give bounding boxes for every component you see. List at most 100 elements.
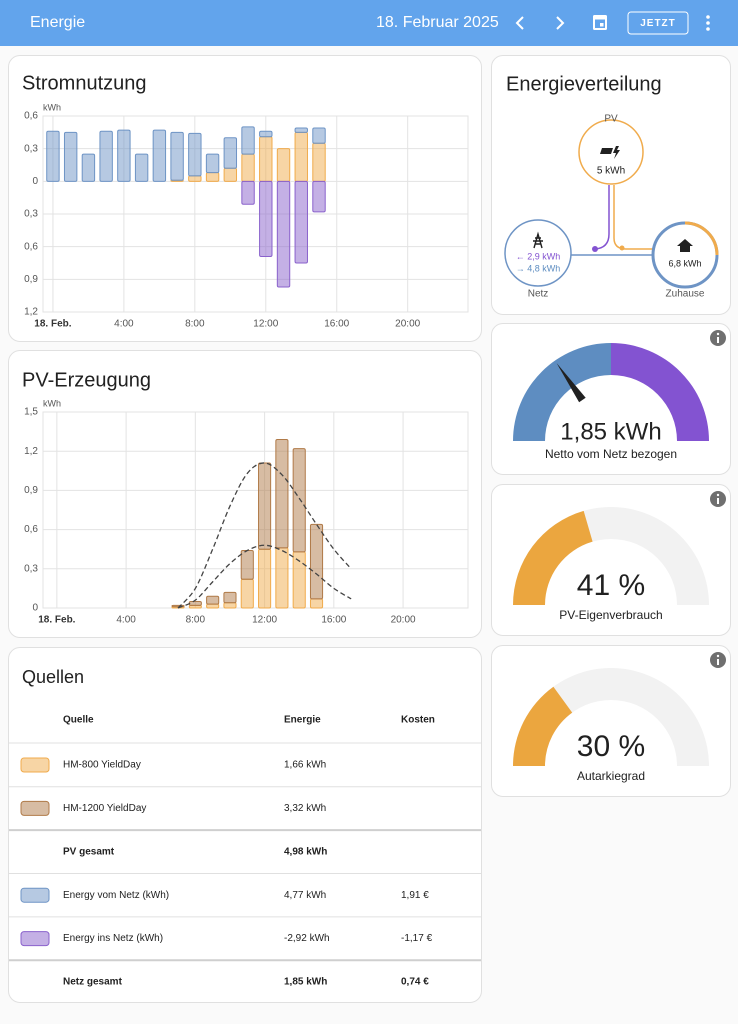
swatch bbox=[20, 757, 50, 773]
prev-button[interactable] bbox=[515, 16, 524, 30]
x-tick-label: 8:00 bbox=[185, 319, 205, 330]
bar bbox=[292, 448, 306, 553]
swatch bbox=[20, 931, 50, 947]
y-tick-label: 0,3 bbox=[24, 563, 38, 574]
x-tick-label: 4:00 bbox=[116, 615, 136, 626]
node-value: 6,8 kWh bbox=[668, 258, 701, 268]
y-axis-label: kWh bbox=[43, 398, 61, 408]
home-node-solar-share bbox=[684, 221, 719, 256]
gauge-value-label: 41 % bbox=[577, 569, 645, 602]
source-energy: -2,92 kWh bbox=[284, 933, 330, 944]
column-header: Quelle bbox=[63, 715, 94, 726]
date-label[interactable]: 18. Februar 2025 bbox=[376, 14, 499, 31]
swatch bbox=[20, 887, 50, 903]
source-energy: 4,77 kWh bbox=[284, 890, 326, 901]
source-energy: 1,85 kWh bbox=[284, 977, 327, 988]
bar bbox=[275, 438, 289, 549]
source-energy: 3,32 kWh bbox=[284, 803, 326, 814]
swatch bbox=[20, 800, 50, 816]
flow-line bbox=[594, 185, 610, 250]
y-tick-label: 0,6 bbox=[24, 524, 38, 535]
bar bbox=[170, 131, 184, 181]
x-tick-label: 18. Feb. bbox=[38, 615, 75, 626]
column-header: Energie bbox=[284, 715, 321, 726]
y-axis-label: kWh bbox=[43, 102, 61, 112]
y-tick-label: 0,9 bbox=[24, 485, 38, 496]
bar bbox=[223, 591, 237, 604]
source-energy: 4,98 kWh bbox=[284, 846, 327, 857]
menu-dot bbox=[706, 15, 710, 19]
bar bbox=[188, 175, 202, 182]
bar bbox=[188, 132, 202, 177]
flow-line bbox=[613, 185, 653, 250]
stromnutzung-card: Stromnutzung kWh 1,2 0,9 0,6 0,3 0 0,3 0,6 18. F… bbox=[8, 55, 482, 342]
sources-table: Quellen Quelle Energie Kosten HM-800 YieldD… bbox=[9, 667, 481, 988]
quellen-card: Quellen Quelle Energie Kosten HM-800 YieldD… bbox=[8, 647, 482, 1003]
gauge-value bbox=[513, 686, 573, 766]
app-header: Energie 18. Februar 2025 JETZT bbox=[0, 0, 738, 46]
bar bbox=[276, 148, 291, 182]
bar bbox=[117, 129, 131, 182]
info-button[interactable] bbox=[710, 330, 726, 346]
bar bbox=[258, 462, 272, 550]
plot-frame bbox=[42, 411, 469, 609]
menu-dot bbox=[706, 21, 710, 25]
menu-button[interactable] bbox=[706, 15, 710, 31]
bar bbox=[294, 131, 308, 182]
grid-icon bbox=[533, 231, 543, 249]
gauge-card: 41 % PV-Eigenverbrauch bbox=[491, 484, 731, 636]
source-cost: 1,91 € bbox=[401, 890, 429, 901]
bar bbox=[259, 136, 273, 182]
bar bbox=[206, 595, 220, 605]
y-tick-label: 0 bbox=[32, 176, 38, 187]
bar bbox=[63, 131, 78, 182]
bar bbox=[152, 129, 167, 182]
today-button-label[interactable]: JETZT bbox=[640, 18, 676, 29]
grid-node[interactable] bbox=[504, 219, 572, 287]
bar bbox=[275, 547, 289, 609]
bar bbox=[240, 550, 254, 580]
next-button[interactable] bbox=[556, 16, 565, 30]
bar bbox=[312, 127, 326, 144]
card-title: Energieverteilung bbox=[506, 73, 662, 95]
gauge-track bbox=[513, 668, 709, 766]
column-header: Kosten bbox=[401, 715, 435, 726]
y-tick-label: 1,2 bbox=[24, 446, 38, 457]
gauge-label: PV-Eigenverbrauch bbox=[559, 608, 662, 622]
gauge: 41 % PV-Eigenverbrauch bbox=[513, 491, 726, 622]
bar bbox=[223, 602, 237, 609]
node-label: Zuhause bbox=[666, 289, 705, 300]
x-tick-label: 20:00 bbox=[391, 615, 416, 626]
bar bbox=[312, 180, 326, 213]
node-label: Netz bbox=[528, 289, 549, 300]
gauge-card: 30 % Autarkiegrad bbox=[491, 645, 731, 797]
today-button[interactable] bbox=[627, 11, 689, 35]
calendar-button[interactable] bbox=[593, 15, 607, 30]
gauge-segment bbox=[611, 343, 709, 441]
grid-returned: ← 2,9 kWh bbox=[516, 251, 561, 261]
source-cost: -1,17 € bbox=[401, 933, 433, 944]
source-name: Energy vom Netz (kWh) bbox=[63, 890, 169, 901]
info-icon bbox=[716, 332, 720, 336]
y-tick-label: 1,2 bbox=[24, 307, 38, 318]
info-button[interactable] bbox=[710, 491, 726, 507]
bar bbox=[46, 130, 60, 182]
bar bbox=[188, 600, 202, 606]
bar bbox=[294, 127, 308, 133]
source-name: Energy ins Netz (kWh) bbox=[63, 933, 163, 944]
x-tick-label: 4:00 bbox=[114, 319, 134, 330]
gauge: 30 % Autarkiegrad bbox=[513, 652, 726, 783]
gauge-value-label: 30 % bbox=[577, 730, 645, 763]
flow-dot bbox=[592, 246, 598, 252]
y-tick-label: 1,5 bbox=[24, 407, 38, 418]
x-tick-label: 12:00 bbox=[253, 319, 278, 330]
info-icon bbox=[717, 659, 719, 665]
x-tick-label: 18. Feb. bbox=[34, 319, 71, 330]
gauge-segment bbox=[513, 343, 611, 441]
info-button[interactable] bbox=[710, 652, 726, 668]
chart: PV-Erzeugung kWh 0 0,3 0,6 0,9 1,2 1,5 18. Feb.… bbox=[22, 369, 469, 626]
source-name: Netz gesamt bbox=[63, 977, 123, 988]
energy-distribution: Energieverteilung PV 5 kWh ← 2,9 kWh → 4… bbox=[504, 73, 719, 300]
gauge: 1,85 kWh Netto vom Netz bezogen bbox=[513, 330, 726, 461]
y-tick-label: 0,6 bbox=[24, 111, 38, 122]
